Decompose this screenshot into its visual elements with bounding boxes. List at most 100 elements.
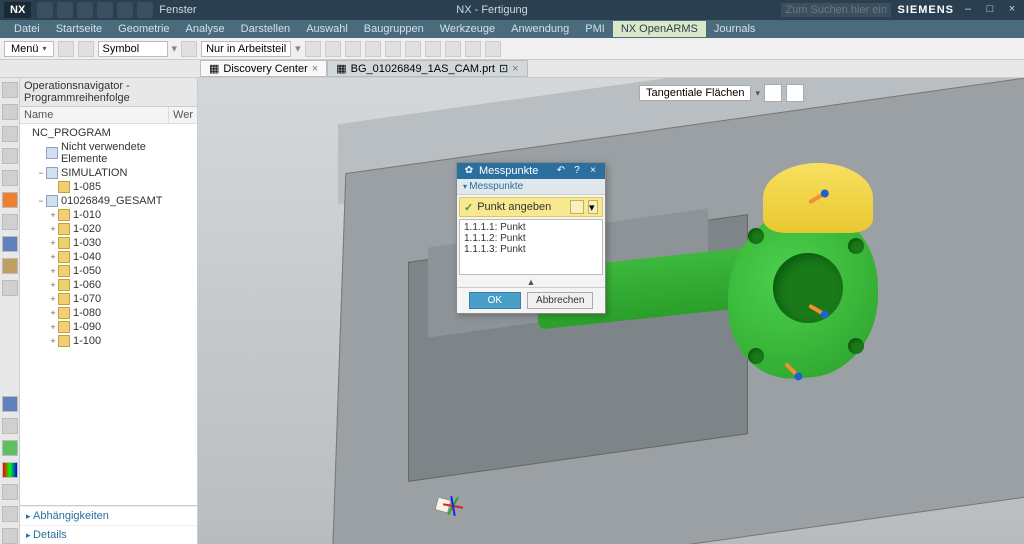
tree-toggle-icon[interactable]: + — [48, 280, 58, 290]
dialog-titlebar[interactable]: ✿ Messpunkte ↶ ? × — [457, 163, 605, 179]
gear-icon[interactable]: ✿ — [463, 165, 475, 177]
tree-toggle-icon[interactable]: − — [36, 168, 46, 178]
tree-node[interactable]: Nicht verwendete Elemente — [20, 140, 197, 166]
tab-close-icon[interactable]: × — [512, 63, 518, 75]
tree-toggle-icon[interactable]: + — [48, 252, 58, 262]
point-dropdown-icon[interactable]: ▾ — [588, 200, 598, 214]
point-list-item[interactable]: 1.1.1.3: Punkt — [462, 244, 600, 255]
minimize-button[interactable]: – — [960, 3, 976, 17]
dialog-section-header[interactable]: Messpunkte — [457, 179, 605, 195]
navigator-section-abhängigkeiten[interactable]: Abhängigkeiten — [20, 506, 197, 525]
tree-node[interactable]: −01026849_GESAMT — [20, 194, 197, 208]
snap-icon[interactable] — [764, 84, 782, 102]
col-name[interactable]: Name — [20, 107, 169, 123]
tab-pin-icon[interactable]: ⊡ — [499, 62, 508, 75]
tool-icon[interactable] — [385, 41, 401, 57]
tool-icon[interactable] — [485, 41, 501, 57]
constraint-navigator-icon[interactable] — [2, 148, 18, 164]
ribbon-tab-anwendung[interactable]: Anwendung — [503, 21, 577, 37]
tree-node[interactable]: +1-080 — [20, 306, 197, 320]
qat-copy-icon[interactable] — [137, 2, 153, 18]
ok-button[interactable]: OK — [469, 292, 521, 309]
window-menu-label[interactable]: Fenster — [159, 4, 196, 16]
point-list-item[interactable]: 1.1.1.1: Punkt — [462, 222, 600, 233]
close-icon[interactable]: × — [587, 165, 599, 177]
document-tab[interactable]: ▦Discovery Center× — [200, 60, 327, 77]
tree-node[interactable]: +1-060 — [20, 278, 197, 292]
point-constructor-icon[interactable] — [570, 200, 584, 214]
dialog-collapse-handle[interactable]: ▲ — [457, 277, 605, 287]
tool-icon[interactable] — [345, 41, 361, 57]
qat-redo-icon[interactable] — [117, 2, 133, 18]
tool-icon[interactable] — [465, 41, 481, 57]
part-navigator-icon[interactable] — [2, 104, 18, 120]
tool-icon[interactable] — [2, 506, 18, 522]
help-icon[interactable]: ? — [571, 165, 583, 177]
face-rule-select[interactable]: Tangentiale Flächen — [639, 85, 751, 101]
graphics-viewport[interactable]: Tangentiale Flächen ▾ ✿ Messpunkte ↶ ? ×… — [198, 78, 1024, 544]
ribbon-tab-auswahl[interactable]: Auswahl — [298, 21, 356, 37]
machining-icon[interactable] — [2, 192, 18, 208]
tool-icon[interactable] — [425, 41, 441, 57]
tool-icon[interactable] — [2, 440, 18, 456]
tree-node[interactable]: +1-020 — [20, 222, 197, 236]
view-triad[interactable] — [428, 484, 468, 524]
tree-toggle-icon[interactable]: + — [48, 210, 58, 220]
command-search-input[interactable] — [781, 3, 891, 17]
undo-icon[interactable]: ↶ — [555, 165, 567, 177]
tool-icon[interactable] — [78, 41, 94, 57]
tree-toggle-icon[interactable]: + — [48, 238, 58, 248]
tree-node[interactable]: −SIMULATION — [20, 166, 197, 180]
tool-icon[interactable] — [325, 41, 341, 57]
tree-node[interactable]: +1-050 — [20, 264, 197, 278]
tool-icon[interactable] — [305, 41, 321, 57]
assembly-navigator-icon[interactable] — [2, 126, 18, 142]
tool-icon[interactable] — [181, 41, 197, 57]
ribbon-tab-pmi[interactable]: PMI — [577, 21, 613, 37]
col-wer[interactable]: Wer — [169, 107, 197, 123]
tree-node[interactable]: +1-100 — [20, 334, 197, 348]
tool-icon[interactable] — [2, 484, 18, 500]
ribbon-tab-startseite[interactable]: Startseite — [48, 21, 110, 37]
program-tree[interactable]: NC_PROGRAM Nicht verwendete Elemente−SIM… — [20, 124, 197, 505]
palette-icon[interactable] — [2, 462, 18, 478]
ribbon-tab-nx-openarms[interactable]: NX OpenARMS — [613, 21, 706, 37]
point-list-item[interactable]: 1.1.1.2: Punkt — [462, 233, 600, 244]
tree-toggle-icon[interactable]: + — [48, 322, 58, 332]
tool-icon[interactable] — [2, 396, 18, 412]
qat-open-icon[interactable] — [57, 2, 73, 18]
tree-node[interactable]: +1-030 — [20, 236, 197, 250]
scope-select[interactable]: Nur in Arbeitsteil — [201, 41, 291, 57]
roles-icon[interactable] — [2, 236, 18, 252]
qat-new-icon[interactable] — [37, 2, 53, 18]
tree-node[interactable]: +1-070 — [20, 292, 197, 306]
tab-close-icon[interactable]: × — [312, 63, 318, 75]
tool-icon[interactable] — [2, 528, 18, 544]
tool-icon[interactable] — [365, 41, 381, 57]
browser-icon[interactable] — [2, 280, 18, 296]
tool-icon[interactable] — [405, 41, 421, 57]
maximize-button[interactable]: □ — [982, 3, 998, 17]
tree-toggle-icon[interactable]: − — [36, 196, 46, 206]
selection-filter-select[interactable]: Symbol — [98, 41, 168, 57]
ribbon-tab-datei[interactable]: Datei — [6, 21, 48, 37]
ribbon-tab-geometrie[interactable]: Geometrie — [110, 21, 177, 37]
tree-node[interactable]: +1-090 — [20, 320, 197, 334]
tree-toggle-icon[interactable]: + — [48, 308, 58, 318]
measure-points-dialog[interactable]: ✿ Messpunkte ↶ ? × Messpunkte ✓ Punkt an… — [456, 162, 606, 314]
navigator-icon[interactable] — [2, 82, 18, 98]
tree-node[interactable]: +1-010 — [20, 208, 197, 222]
qat-save-icon[interactable] — [77, 2, 93, 18]
tree-root[interactable]: NC_PROGRAM — [20, 126, 197, 140]
tool-icon[interactable] — [2, 418, 18, 434]
navigator-section-details[interactable]: Details — [20, 525, 197, 544]
tree-node[interactable]: 1-085 — [20, 180, 197, 194]
menu-button[interactable]: Menü — [4, 41, 54, 57]
ribbon-tab-baugruppen[interactable]: Baugruppen — [356, 21, 432, 37]
reuse-library-icon[interactable] — [2, 170, 18, 186]
close-button[interactable]: × — [1004, 3, 1020, 17]
tree-toggle-icon[interactable]: + — [48, 336, 58, 346]
view-icon[interactable] — [786, 84, 804, 102]
qat-undo-icon[interactable] — [97, 2, 113, 18]
ribbon-tab-journals[interactable]: Journals — [706, 21, 764, 37]
